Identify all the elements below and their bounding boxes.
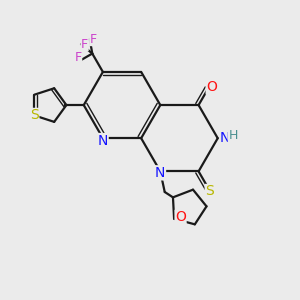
Text: F: F	[81, 38, 88, 51]
Text: S: S	[205, 184, 214, 199]
Text: O: O	[206, 80, 217, 94]
Text: S: S	[30, 109, 39, 122]
Text: N: N	[98, 134, 108, 148]
Text: H: H	[228, 129, 238, 142]
Text: F: F	[74, 51, 82, 64]
Text: N: N	[155, 166, 166, 180]
Text: O: O	[175, 210, 186, 224]
Text: F: F	[90, 33, 97, 46]
Text: N: N	[220, 131, 230, 145]
